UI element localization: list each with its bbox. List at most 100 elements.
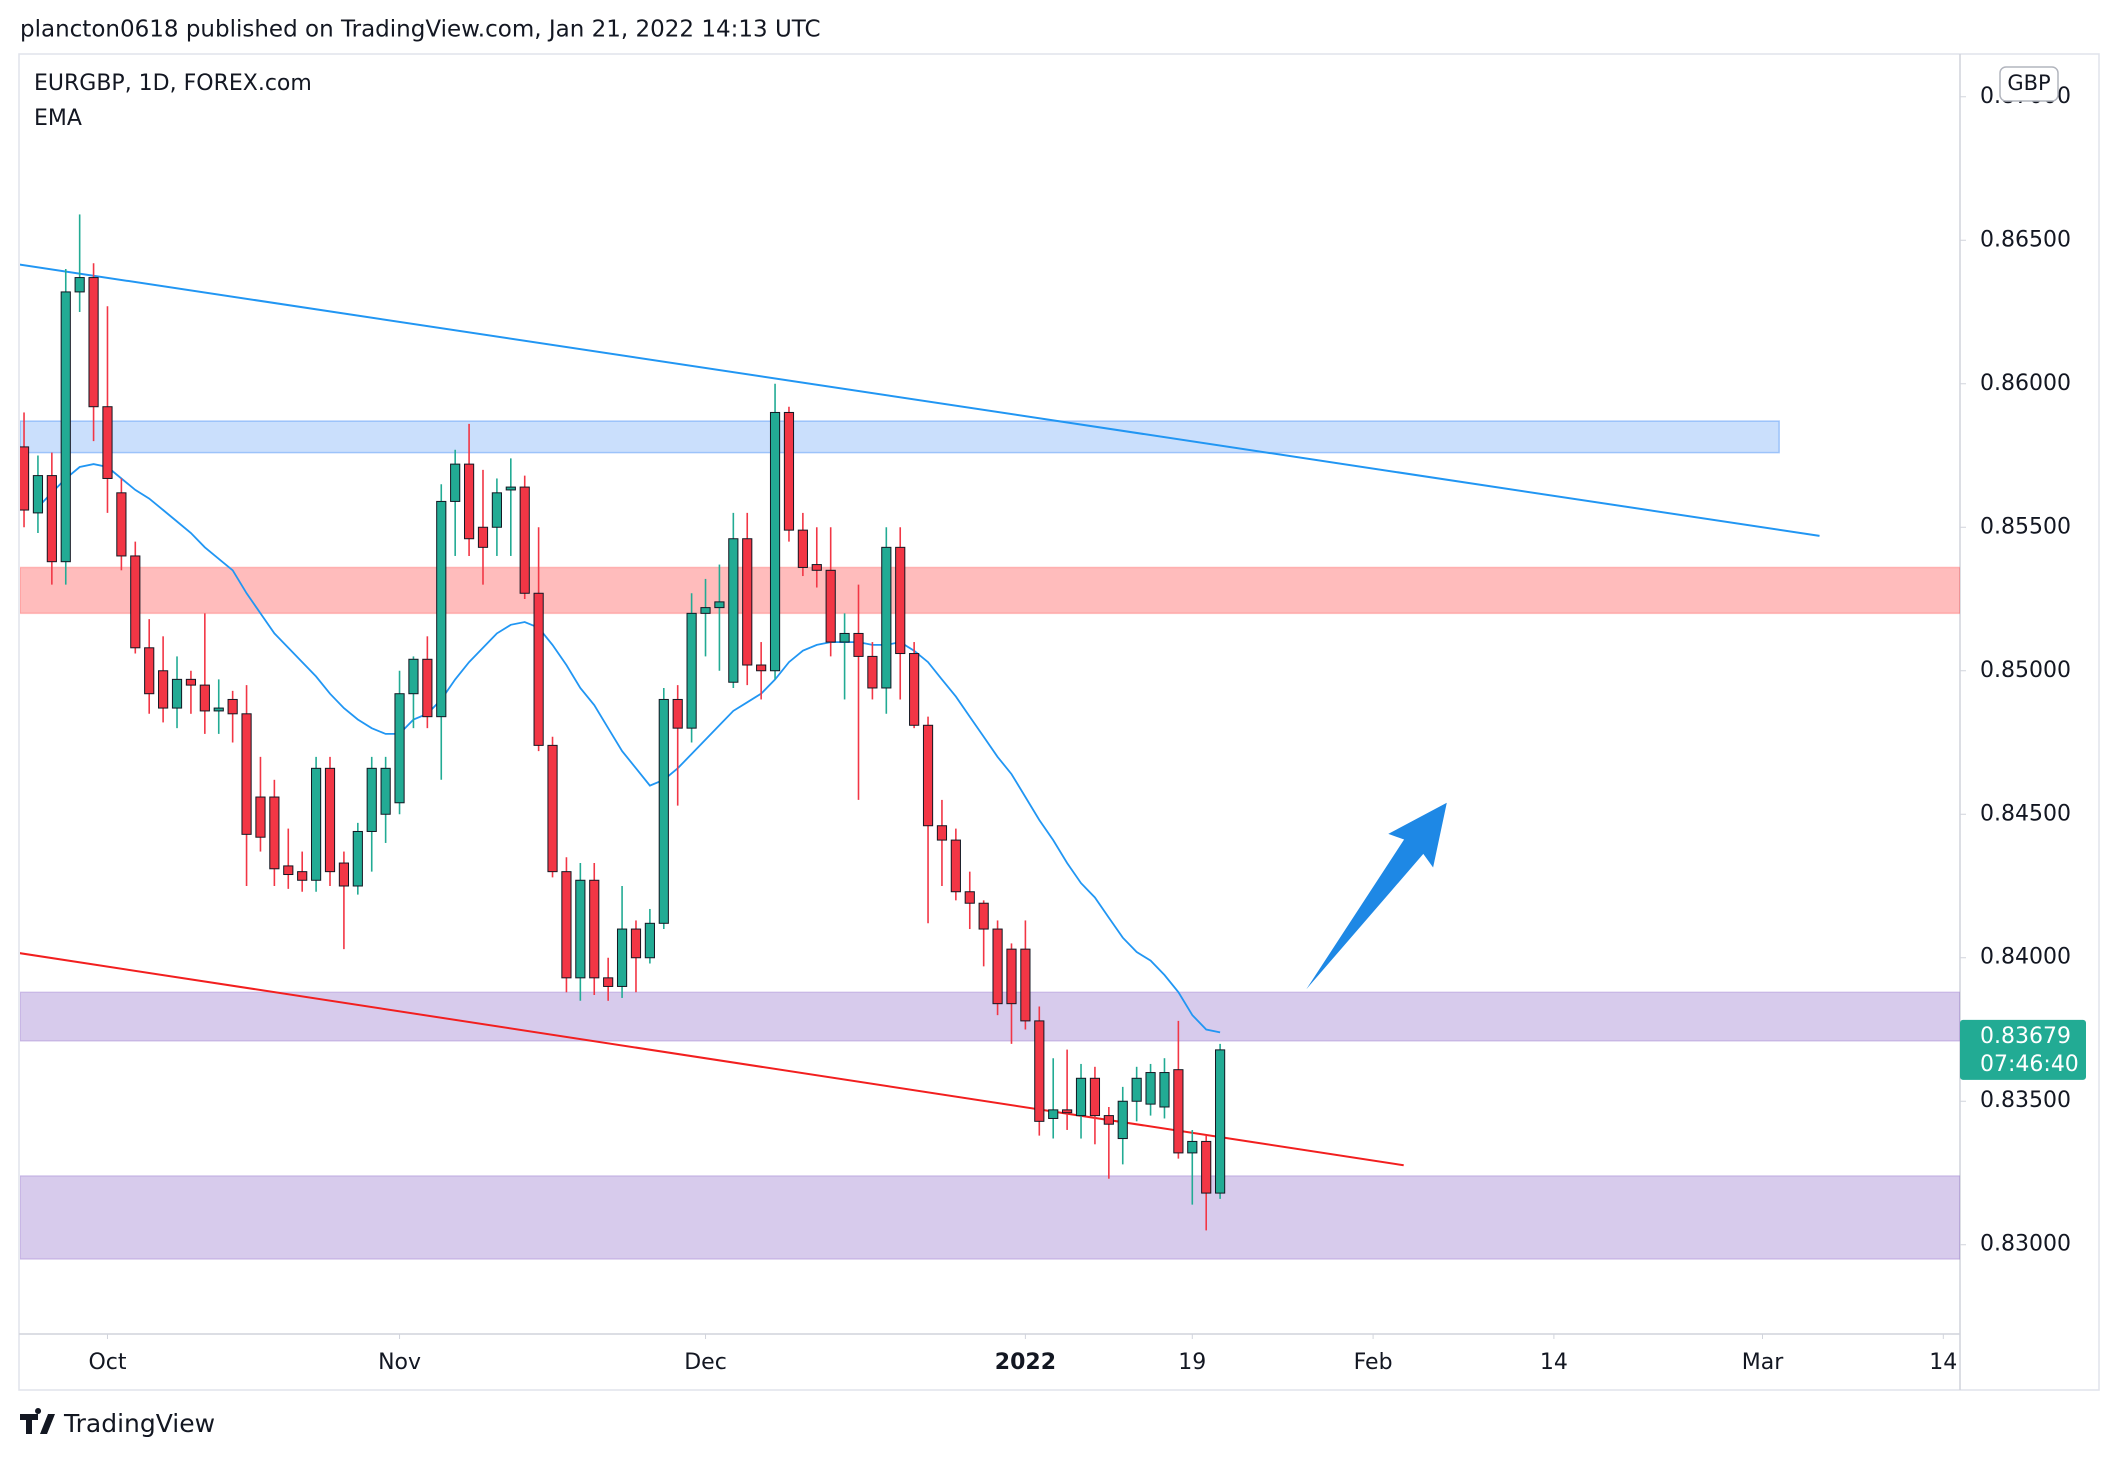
logo-icon	[20, 1408, 55, 1434]
trendline	[20, 263, 1820, 537]
candle-body	[1006, 948, 1017, 1005]
candle-body	[756, 664, 767, 672]
candle-body	[616, 928, 628, 987]
footer-logo: TradingView	[20, 1408, 215, 1438]
ema-line	[37, 463, 1221, 1034]
candle-body	[352, 830, 363, 887]
candle-body	[909, 653, 920, 726]
candle-body	[1034, 1020, 1045, 1122]
candle-body	[714, 601, 725, 609]
candle-body	[686, 612, 697, 729]
price-tick-label: 0.83000	[1980, 1232, 2071, 1257]
countdown-label: 07:46:40	[1980, 1052, 2079, 1077]
candle-body	[1215, 1049, 1226, 1194]
price-tick-label: 0.83500	[1980, 1088, 2071, 1113]
candle-body	[408, 658, 419, 695]
candle-body	[825, 569, 836, 643]
candle-body	[1103, 1115, 1114, 1125]
candle-body	[644, 922, 655, 959]
price-tick-label: 0.84500	[1980, 801, 2071, 826]
time-tick-label: 14	[1540, 1350, 1568, 1375]
candle-body	[881, 546, 892, 689]
candle-body	[422, 658, 433, 718]
price-tick-label: 0.85500	[1980, 514, 2071, 539]
candle-body	[797, 529, 808, 568]
trendline	[20, 952, 1404, 1167]
candle-body	[241, 713, 252, 835]
candle-body	[366, 767, 377, 832]
candle-body	[992, 928, 1003, 1005]
time-tick-label: Nov	[378, 1350, 421, 1375]
candle-body	[867, 655, 878, 689]
time-tick-label: Oct	[88, 1350, 126, 1375]
time-tick-label: Mar	[1742, 1350, 1784, 1375]
candle-body	[297, 871, 308, 881]
candle-body	[533, 592, 544, 746]
frame	[18, 53, 2100, 1391]
candle-body	[324, 767, 336, 873]
zone	[20, 566, 1960, 615]
candle-body	[32, 475, 44, 514]
candle-body	[603, 977, 614, 987]
candle-body	[895, 546, 906, 655]
time-tick-label: 19	[1178, 1350, 1206, 1375]
candle-body	[519, 486, 530, 594]
candle-body	[394, 693, 405, 804]
candle-body	[1173, 1069, 1184, 1154]
candle-body	[88, 277, 99, 408]
candle-body	[505, 486, 516, 491]
candle-body	[1159, 1072, 1170, 1108]
currency-label: GBP	[2007, 71, 2050, 95]
zone	[20, 991, 1960, 1042]
candle-body	[1075, 1077, 1087, 1117]
candle-body	[199, 684, 210, 712]
header: plancton0618 published on TradingView.co…	[20, 17, 821, 43]
candle-body	[338, 862, 350, 887]
candle-body	[700, 607, 711, 614]
indicator-legend: EMA	[34, 106, 82, 131]
zone	[20, 1175, 1960, 1260]
candle-body	[575, 879, 586, 979]
candle-body	[158, 670, 169, 709]
candle-body	[1089, 1077, 1101, 1117]
candle-body	[74, 277, 85, 293]
candle-body	[102, 406, 113, 479]
symbol-legend: EURGBP, 1D, FOREX.com	[34, 71, 312, 96]
candle-body	[589, 879, 600, 979]
price-tick-label: 0.86000	[1980, 371, 2071, 396]
price-tick-label: 0.86500	[1980, 227, 2071, 252]
candle-body	[728, 538, 739, 683]
candle-body	[463, 463, 475, 540]
candle-body	[561, 871, 572, 979]
candle-body	[130, 555, 141, 649]
candle-body	[185, 678, 197, 686]
candle-body	[630, 928, 642, 959]
candle-body	[20, 446, 30, 511]
time-tick-label: 14	[1929, 1350, 1957, 1375]
candle-body	[436, 500, 447, 718]
zone	[20, 420, 1780, 454]
currency-badge	[1999, 66, 2059, 102]
candle-body	[380, 767, 391, 815]
candle-body	[46, 475, 57, 563]
candle-body	[269, 796, 280, 870]
candle-body	[1187, 1140, 1198, 1154]
candle-body	[311, 767, 322, 881]
time-tick-label: Feb	[1354, 1350, 1393, 1375]
candle-body	[853, 632, 864, 657]
candle-body	[811, 564, 822, 571]
candle-body	[255, 796, 266, 838]
candle-body	[783, 411, 795, 531]
candle-body	[978, 902, 989, 930]
candle-body	[672, 698, 683, 729]
candle-body	[213, 707, 224, 712]
candle-body	[450, 463, 461, 502]
candle-body	[116, 492, 127, 557]
candle-body	[227, 698, 238, 715]
time-tick-label: Dec	[684, 1350, 727, 1375]
candle-body	[1117, 1100, 1128, 1140]
price-tick-label: 0.85000	[1980, 658, 2071, 683]
footer-brand: TradingView	[63, 1409, 215, 1438]
